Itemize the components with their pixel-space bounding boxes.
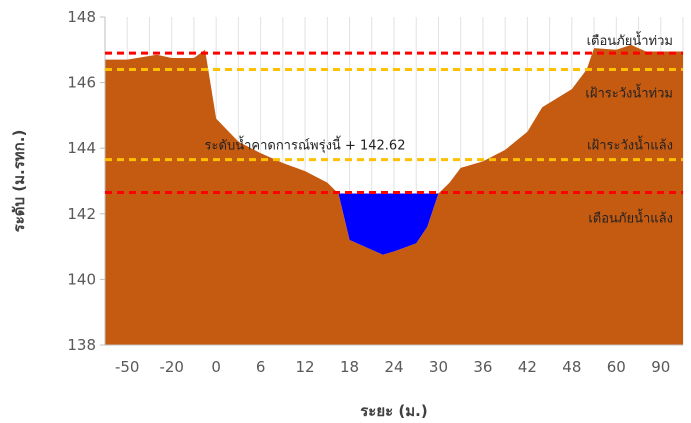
x-tick-label: 12: [296, 358, 315, 376]
x-axis-title: ระยะ (ม.): [360, 402, 427, 420]
y-tick-label: 138: [67, 336, 96, 354]
x-tick-label: 18: [340, 358, 359, 376]
x-tick-label: 42: [518, 358, 537, 376]
y-axis-title: ระดับ (ม.รทก.): [10, 130, 28, 233]
x-tick-label: 36: [473, 358, 492, 376]
x-tick-label: 0: [211, 358, 221, 376]
y-tick-label: 142: [67, 205, 96, 223]
x-tick-label: 60: [607, 358, 626, 376]
threshold-label: เตือนภัยน้ำแล้ง: [588, 208, 673, 226]
water-area: [338, 193, 439, 255]
x-tick-label: -20: [159, 358, 184, 376]
y-tick-label: 140: [67, 270, 96, 288]
x-tick-label: -50: [115, 358, 140, 376]
ground-area: [105, 44, 683, 345]
x-tick-label: 90: [651, 358, 670, 376]
x-tick-label: 24: [384, 358, 403, 376]
x-tick-label: 48: [562, 358, 581, 376]
y-tick-label: 144: [67, 139, 96, 157]
y-tick-label: 146: [67, 74, 96, 92]
y-tick-label: 148: [67, 8, 96, 26]
water-level-label: ระดับน้ำคาดการณ์พรุ่งนี้ + 142.62: [205, 135, 406, 153]
x-tick-label: 30: [429, 358, 448, 376]
threshold-label: เตือนภัยน้ำท่วม: [587, 31, 673, 49]
x-tick-label: 6: [256, 358, 266, 376]
threshold-label: เฝ้าระวังน้ำแล้ง: [587, 136, 673, 154]
threshold-label: เฝ้าระวังน้ำท่วม: [585, 83, 673, 101]
